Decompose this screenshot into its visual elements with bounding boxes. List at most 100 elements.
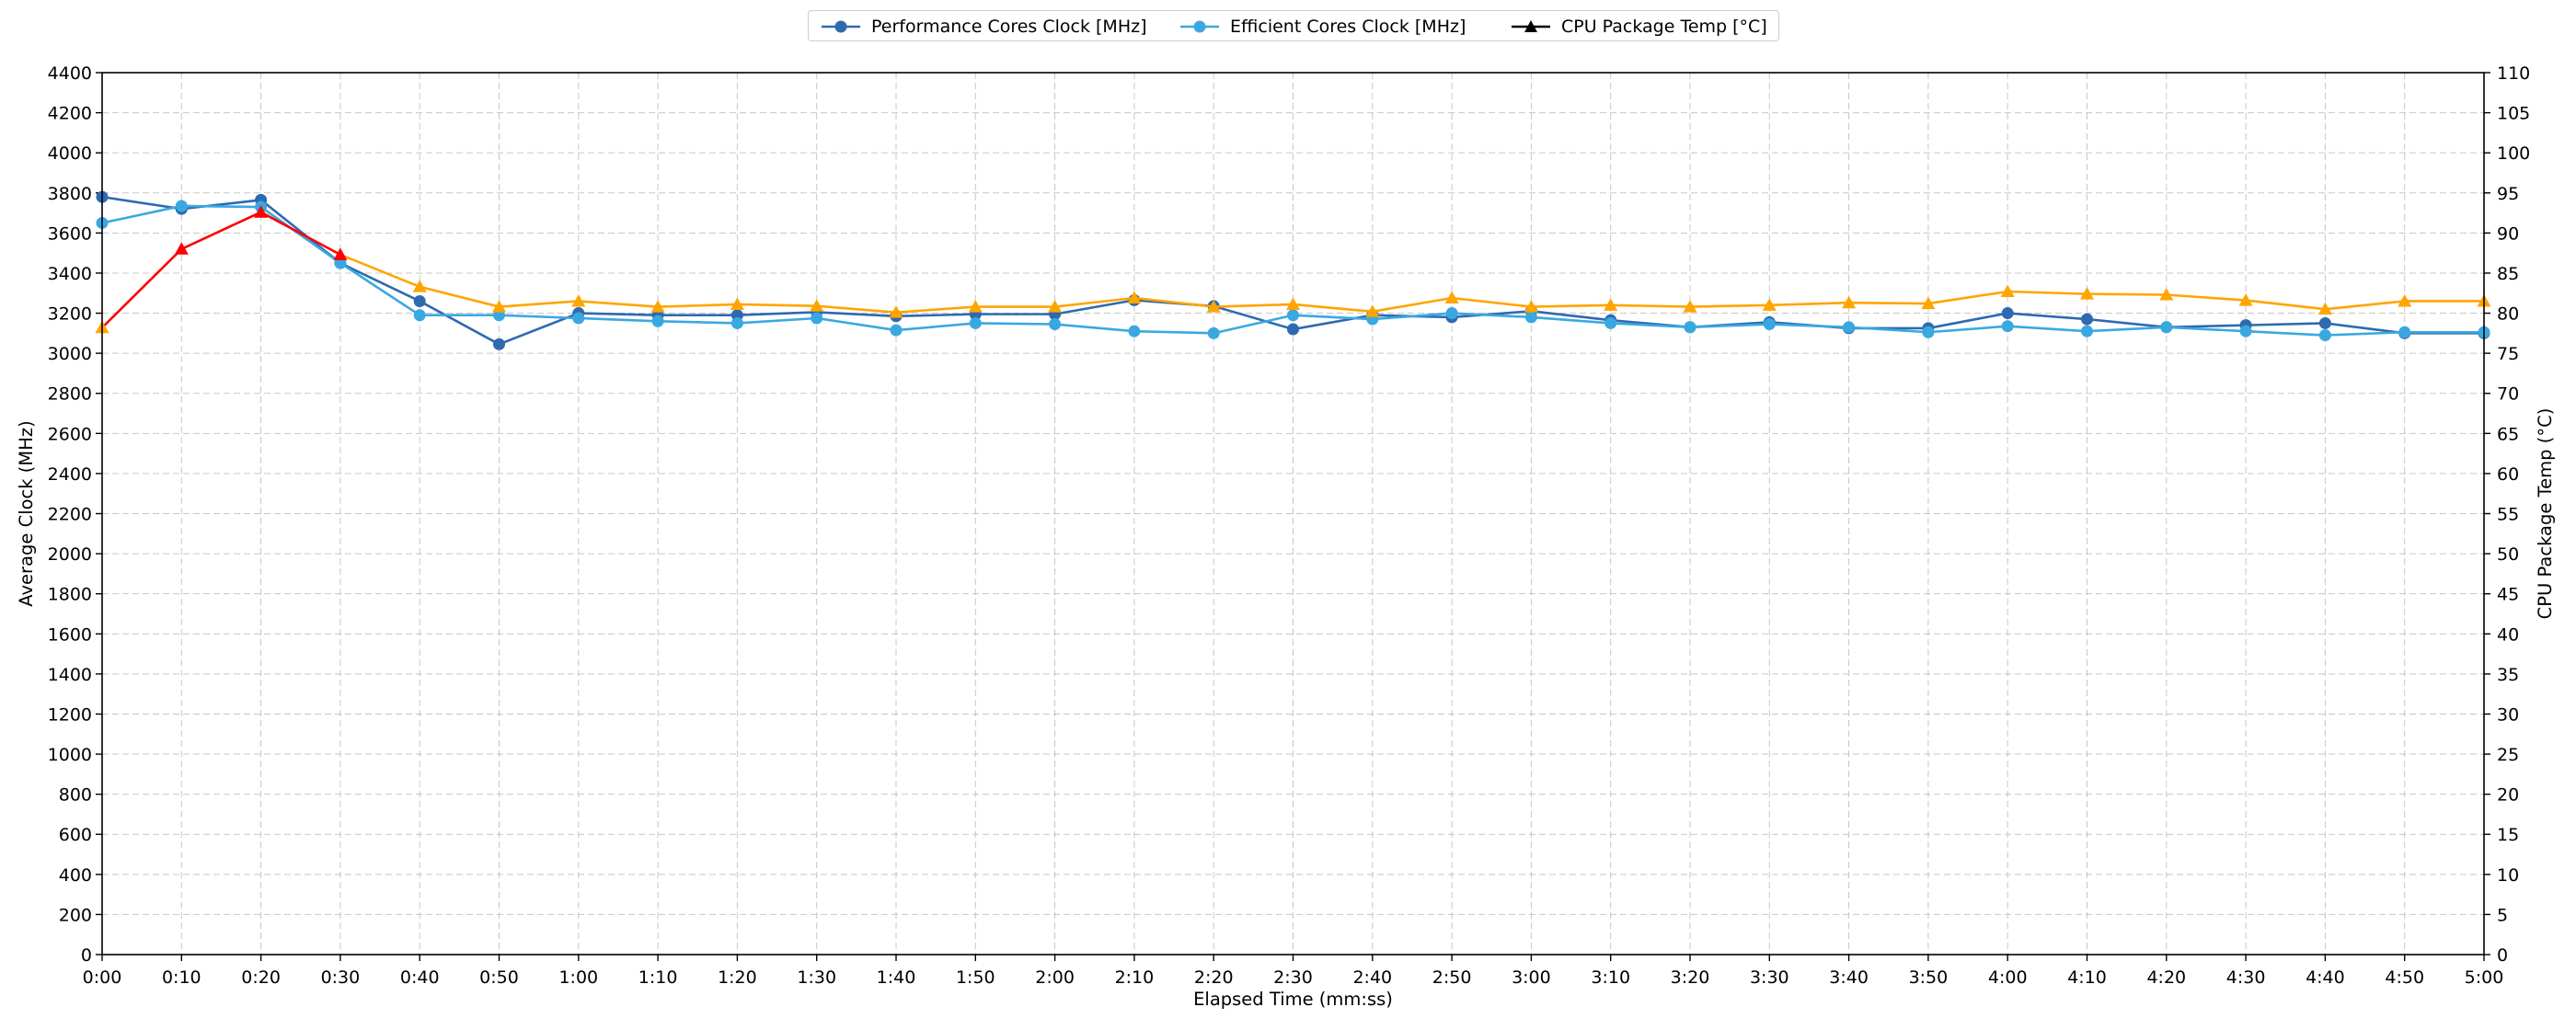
x-tick-label: 0:30 xyxy=(321,967,361,988)
temp-point xyxy=(333,247,348,260)
data-point xyxy=(2081,325,2093,338)
x-tick-label: 4:30 xyxy=(2226,967,2266,988)
y-axis-ticks: 0 200 400 600 800 1000 1200 1400 1600 1800 2000 220… xyxy=(48,63,102,966)
temp-line-segment xyxy=(1769,301,1849,307)
temp-point xyxy=(2317,302,2332,315)
plot-frame xyxy=(101,72,2485,956)
y2-tick-label: 55 xyxy=(2497,505,2519,525)
y2-tick-label: 70 xyxy=(2497,384,2519,405)
data-point xyxy=(1287,323,1299,336)
y-tick-label: 200 xyxy=(59,905,92,925)
temp-line-segment xyxy=(339,253,420,288)
temp-line-segment xyxy=(180,211,262,250)
data-point xyxy=(890,324,903,337)
legend-marker-efficient-cores xyxy=(1180,20,1219,33)
x-tick-label: 0:20 xyxy=(241,967,281,988)
y-tick-label: 3600 xyxy=(48,223,92,244)
y-tick-label: 400 xyxy=(59,865,92,886)
y-tick-label: 4000 xyxy=(48,143,92,164)
temp-point xyxy=(1127,291,1142,303)
data-point xyxy=(1445,307,1458,320)
temp-line-segment xyxy=(1133,296,1214,308)
series-cpu-temp xyxy=(95,205,2491,334)
data-point xyxy=(651,315,664,327)
x-tick-label: 1:00 xyxy=(558,967,598,988)
y-tick-label: 2600 xyxy=(48,424,92,444)
x-tick-label: 4:00 xyxy=(1988,967,2028,988)
legend-marker-cpu-temp xyxy=(1512,20,1550,32)
data-point xyxy=(2398,326,2411,338)
temp-line-segment xyxy=(2325,300,2405,311)
data-point xyxy=(1684,321,1696,334)
y-tick-label: 3000 xyxy=(48,344,92,364)
y2-tick-label: 85 xyxy=(2497,264,2519,284)
y-tick-label: 3200 xyxy=(48,304,92,325)
y-axis-title: Average Clock (MHz) xyxy=(16,420,37,606)
data-point xyxy=(1287,309,1299,322)
data-point xyxy=(1604,316,1617,329)
data-point xyxy=(572,312,585,325)
y2-tick-label: 65 xyxy=(2497,424,2519,444)
temp-line-segment xyxy=(101,247,183,329)
temp-point xyxy=(2398,293,2412,307)
y2-tick-label: 95 xyxy=(2497,184,2519,204)
temp-line-segment xyxy=(2007,290,2087,295)
data-point xyxy=(2318,329,2331,342)
legend-marker-performance-cores xyxy=(822,20,860,33)
y2-tick-label: 80 xyxy=(2497,304,2519,325)
y-tick-label: 4400 xyxy=(48,63,92,84)
legend: Performance Cores Clock [MHz] Efficient … xyxy=(808,10,1779,41)
temp-point xyxy=(2000,284,2015,298)
temp-point xyxy=(571,293,586,307)
temp-line-segment xyxy=(2245,299,2326,311)
temp-point xyxy=(889,305,903,318)
data-point xyxy=(1763,318,1776,331)
data-point xyxy=(1843,321,1856,334)
x-tick-label: 3:40 xyxy=(1829,967,1869,988)
y-tick-label: 800 xyxy=(59,785,92,806)
data-point xyxy=(1524,311,1537,324)
x-tick-label: 3:20 xyxy=(1671,967,1710,988)
x-tick-label: 4:40 xyxy=(2306,967,2345,988)
y2-tick-label: 90 xyxy=(2497,223,2519,244)
y-tick-label: 2800 xyxy=(48,384,92,405)
x-tick-label: 0:00 xyxy=(83,967,122,988)
temp-point xyxy=(968,300,983,313)
y-tick-label: 3400 xyxy=(48,264,92,284)
data-point xyxy=(1049,318,1062,331)
temp-point xyxy=(492,300,506,313)
temp-point xyxy=(1365,304,1380,317)
x-tick-label: 1:50 xyxy=(956,967,995,988)
data-point xyxy=(811,312,823,325)
y-tick-label: 1600 xyxy=(48,624,92,645)
temp-point xyxy=(810,299,824,312)
x-tick-label: 4:10 xyxy=(2067,967,2107,988)
y2-tick-label: 100 xyxy=(2497,143,2530,164)
y2-tick-label: 110 xyxy=(2497,63,2530,84)
data-point xyxy=(2239,325,2252,338)
y-tick-label: 1400 xyxy=(48,665,92,685)
data-point xyxy=(969,316,982,329)
x-tick-label: 4:20 xyxy=(2146,967,2186,988)
y2-tick-label: 15 xyxy=(2497,825,2519,845)
x-tick-label: 1:30 xyxy=(797,967,836,988)
x-tick-label: 0:50 xyxy=(479,967,519,988)
x-tick-label: 3:10 xyxy=(1591,967,1630,988)
data-point xyxy=(1922,326,1935,338)
temp-point xyxy=(1206,300,1221,313)
data-point xyxy=(413,294,426,307)
legend-label-efficient-cores: Efficient Cores Clock [MHz] xyxy=(1230,17,1466,37)
grid xyxy=(101,72,2485,956)
y2-tick-label: 30 xyxy=(2497,704,2519,725)
y2-tick-label: 25 xyxy=(2497,745,2519,765)
temp-line-segment xyxy=(895,305,976,314)
temp-line-segment xyxy=(816,304,897,314)
temp-point xyxy=(1842,295,1857,309)
temp-point xyxy=(254,205,269,218)
temp-point xyxy=(174,242,189,255)
temp-point xyxy=(1921,296,1936,310)
x-tick-label: 0:40 xyxy=(400,967,440,988)
temp-line-segment xyxy=(578,300,659,308)
data-point xyxy=(2001,320,2014,333)
